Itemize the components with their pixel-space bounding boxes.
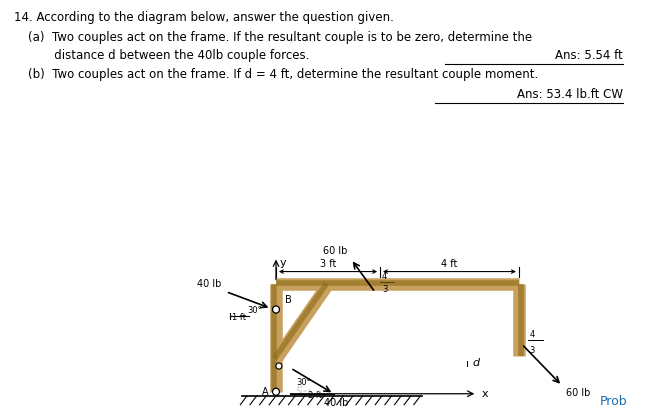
Text: 1 ft: 1 ft: [232, 313, 246, 322]
Text: 3: 3: [382, 286, 387, 295]
Text: Ans: 5.54 ft: Ans: 5.54 ft: [555, 49, 623, 62]
Circle shape: [274, 390, 278, 394]
Text: $t_{g=1}^{s}$: $t_{g=1}^{s}$: [297, 384, 313, 397]
Circle shape: [277, 364, 281, 368]
Circle shape: [273, 306, 279, 313]
Circle shape: [274, 308, 278, 312]
Circle shape: [276, 363, 282, 369]
Text: B: B: [285, 295, 291, 305]
Text: (b)  Two couples act on the frame. If d = 4 ft, determine the resultant couple m: (b) Two couples act on the frame. If d =…: [28, 68, 538, 81]
Text: d: d: [473, 359, 480, 369]
Text: A: A: [262, 387, 268, 397]
Text: 30°: 30°: [297, 378, 311, 387]
Circle shape: [273, 388, 279, 395]
Text: 30°: 30°: [247, 305, 262, 315]
Text: 40 lb: 40 lb: [196, 278, 221, 289]
Text: 14. According to the diagram below, answer the question given.: 14. According to the diagram below, answ…: [14, 11, 394, 24]
Text: 3: 3: [529, 346, 535, 355]
Text: 4: 4: [529, 330, 534, 339]
Text: 2 ft: 2 ft: [308, 391, 322, 400]
Text: (a)  Two couples act on the frame. If the resultant couple is to be zero, determ: (a) Two couples act on the frame. If the…: [28, 31, 532, 44]
Text: 60 lb: 60 lb: [323, 246, 347, 256]
Text: Ans: 53.4 lb.ft CW: Ans: 53.4 lb.ft CW: [517, 88, 623, 101]
Text: y: y: [280, 258, 287, 268]
Text: 60 lb: 60 lb: [566, 388, 590, 398]
Text: 4: 4: [382, 271, 387, 281]
Text: 4 ft: 4 ft: [442, 259, 457, 269]
Text: distance d between the 40lb couple forces.: distance d between the 40lb couple force…: [28, 49, 310, 62]
Text: x: x: [482, 389, 488, 399]
Text: Prob: Prob: [600, 395, 628, 408]
Text: 3 ft: 3 ft: [320, 259, 336, 269]
Text: 40 lb: 40 lb: [324, 398, 348, 408]
